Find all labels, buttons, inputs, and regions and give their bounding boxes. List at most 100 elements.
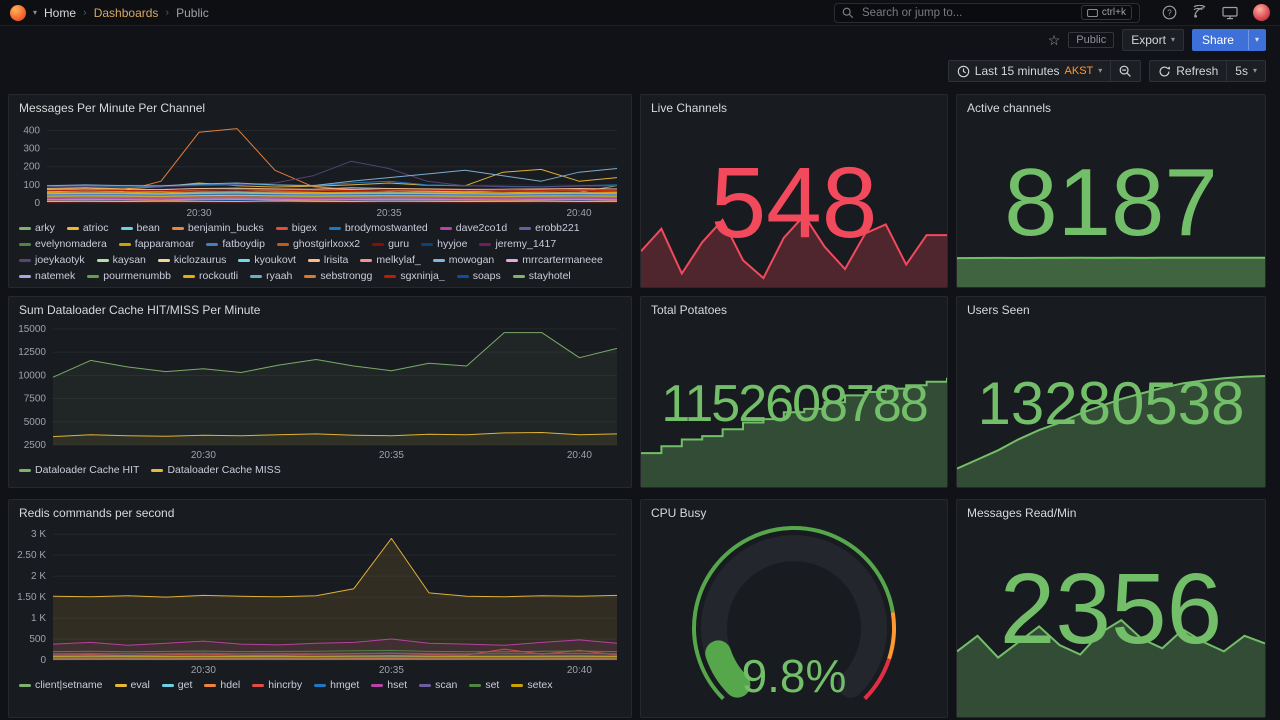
refresh-interval-dropdown[interactable]: 5s ▾ bbox=[1227, 60, 1266, 82]
legend-item[interactable]: atrioc bbox=[66, 222, 109, 234]
legend-item[interactable]: kyoukovt bbox=[238, 254, 296, 266]
panel-title[interactable]: Live Channels bbox=[651, 101, 728, 115]
rss-icon[interactable] bbox=[1192, 5, 1207, 20]
legend-item[interactable]: kiclozaurus bbox=[157, 254, 226, 266]
refresh-button[interactable]: Refresh bbox=[1149, 60, 1228, 82]
legend-item[interactable]: hyyjoe bbox=[421, 238, 467, 250]
search-input[interactable] bbox=[860, 5, 1075, 20]
panel-title[interactable]: Active channels bbox=[967, 101, 1052, 115]
legend-item[interactable]: sgxninja_ bbox=[384, 270, 445, 281]
panel-title[interactable]: Redis commands per second bbox=[19, 506, 175, 520]
panel-title[interactable]: Messages Read/Min bbox=[967, 506, 1077, 520]
legend-swatch-icon bbox=[432, 258, 445, 262]
user-avatar[interactable] bbox=[1253, 4, 1270, 21]
stat-body: 548 bbox=[641, 119, 947, 287]
legend-label: benjamin_bucks bbox=[187, 222, 264, 234]
legend-item[interactable]: jeremy_1417 bbox=[479, 238, 556, 250]
legend-item[interactable]: pourmenumbb bbox=[87, 270, 171, 281]
legend-item[interactable]: fatboydip bbox=[206, 238, 265, 250]
legend-item[interactable]: Dataloader Cache HIT bbox=[19, 464, 139, 476]
panel-title[interactable]: CPU Busy bbox=[651, 506, 707, 520]
legend-item[interactable]: erobb221 bbox=[519, 222, 580, 234]
display-icon[interactable] bbox=[1222, 6, 1238, 20]
legend-item[interactable]: ghostgirlxoxx2 bbox=[276, 238, 360, 250]
legend-swatch-icon bbox=[419, 683, 432, 687]
legend-label: kyoukovt bbox=[254, 254, 296, 266]
legend-item[interactable]: bean bbox=[120, 222, 160, 234]
panel-title[interactable]: Total Potatoes bbox=[651, 303, 728, 317]
legend-item[interactable]: rockoutli bbox=[183, 270, 238, 281]
legend-item[interactable]: client|setname bbox=[19, 679, 103, 691]
legend-item[interactable]: evelynomadera bbox=[19, 238, 107, 250]
chevron-down-icon[interactable]: ▾ bbox=[33, 7, 38, 17]
legend-item[interactable]: hmget bbox=[314, 679, 359, 691]
timeseries-chart[interactable]: 2500 5000 7500 10000 12500 15000 20:30 20:35 20:… bbox=[17, 321, 623, 461]
stat-body: 2356 bbox=[957, 524, 1265, 717]
legend-item[interactable]: mowogan bbox=[432, 254, 494, 266]
legend-item[interactable]: set bbox=[469, 679, 499, 691]
legend-item[interactable]: hset bbox=[371, 679, 407, 691]
svg-text:?: ? bbox=[1167, 8, 1172, 17]
grafana-logo-icon[interactable] bbox=[10, 4, 26, 21]
legend-item[interactable]: dave2co1d bbox=[439, 222, 508, 234]
chevron-right-icon: › bbox=[165, 6, 170, 19]
legend-item[interactable]: mrrcartermaneee bbox=[506, 254, 603, 266]
svg-text:1.50 K: 1.50 K bbox=[17, 592, 46, 603]
legend-label: atrioc bbox=[82, 222, 109, 234]
zoom-out-button[interactable] bbox=[1111, 60, 1142, 82]
legend-item[interactable]: bigex bbox=[275, 222, 317, 234]
legend-item[interactable]: kaysan bbox=[96, 254, 146, 266]
share-button[interactable]: Share ▾ bbox=[1191, 29, 1266, 51]
legend-item[interactable]: sebstrongg bbox=[304, 270, 372, 281]
search-box[interactable]: ctrl+k bbox=[834, 2, 1140, 23]
chart-legend: arky atrioc bean benjamin_bucks bigex brodymo… bbox=[9, 219, 631, 281]
timeseries-chart[interactable]: 0 100 200 300 400 20:30 20:35 20:40 bbox=[17, 119, 623, 219]
legend-item[interactable]: hdel bbox=[204, 679, 240, 691]
legend-item[interactable]: melkylaf_ bbox=[360, 254, 421, 266]
legend-item[interactable]: joeykaotyk bbox=[19, 254, 85, 266]
breadcrumb-current[interactable]: Public bbox=[176, 5, 209, 20]
legend-item[interactable]: fapparamoar bbox=[118, 238, 194, 250]
breadcrumb-dashboards[interactable]: Dashboards bbox=[93, 5, 159, 20]
time-controls: Last 15 minutes AKST ▾ Refresh 5s ▾ bbox=[0, 54, 1280, 88]
legend-item[interactable]: get bbox=[161, 679, 192, 691]
time-range-picker[interactable]: Last 15 minutes AKST ▾ bbox=[947, 60, 1112, 82]
legend-item[interactable]: setex bbox=[511, 679, 552, 691]
help-icon[interactable]: ? bbox=[1162, 5, 1177, 20]
svg-text:400: 400 bbox=[23, 125, 40, 136]
breadcrumb-home[interactable]: Home bbox=[44, 5, 77, 20]
legend-item[interactable]: stayhotel bbox=[512, 270, 571, 281]
dashboard-tag[interactable]: Public bbox=[1068, 32, 1115, 48]
legend-item[interactable]: lrisita bbox=[307, 254, 348, 266]
export-button[interactable]: Export ▾ bbox=[1122, 29, 1184, 51]
legend-item[interactable]: natemek bbox=[19, 270, 75, 281]
share-dropdown-toggle[interactable]: ▾ bbox=[1247, 30, 1265, 50]
star-icon[interactable]: ☆ bbox=[1047, 32, 1061, 48]
legend-item[interactable]: Dataloader Cache MISS bbox=[151, 464, 281, 476]
panel-title[interactable]: Sum Dataloader Cache HIT/MISS Per Minute bbox=[19, 303, 261, 317]
legend-item[interactable]: ryaah bbox=[250, 270, 292, 281]
stat-body: 13280538 bbox=[957, 321, 1265, 487]
legend-item[interactable]: soaps bbox=[456, 270, 501, 281]
legend-item[interactable]: scan bbox=[419, 679, 457, 691]
svg-text:0: 0 bbox=[34, 198, 40, 209]
stat-value: 2356 bbox=[999, 552, 1223, 665]
legend-item[interactable]: brodymostwanted bbox=[328, 222, 428, 234]
legend-label: kaysan bbox=[112, 254, 146, 266]
legend-swatch-icon bbox=[519, 226, 532, 230]
legend-item[interactable]: hincrby bbox=[252, 679, 302, 691]
legend-swatch-icon bbox=[151, 468, 164, 472]
timeseries-chart[interactable]: 0 500 1 K 1.50 K 2 K 2.50 K 3 K 20:30 20:35 20:40 bbox=[17, 524, 623, 676]
legend-item[interactable]: arky bbox=[19, 222, 55, 234]
legend-swatch-icon bbox=[118, 242, 131, 246]
legend-label: dave2co1d bbox=[455, 222, 508, 234]
chart-legend: Dataloader Cache HIT Dataloader Cache MIS… bbox=[9, 461, 631, 476]
stat-value: 1152608788 bbox=[661, 375, 928, 433]
legend-item[interactable]: guru bbox=[372, 238, 409, 250]
legend-swatch-icon bbox=[19, 226, 31, 230]
legend-swatch-icon bbox=[276, 242, 289, 246]
panel-title[interactable]: Users Seen bbox=[967, 303, 1030, 317]
legend-item[interactable]: benjamin_bucks bbox=[171, 222, 264, 234]
legend-item[interactable]: eval bbox=[114, 679, 150, 691]
panel-title[interactable]: Messages Per Minute Per Channel bbox=[19, 101, 206, 115]
